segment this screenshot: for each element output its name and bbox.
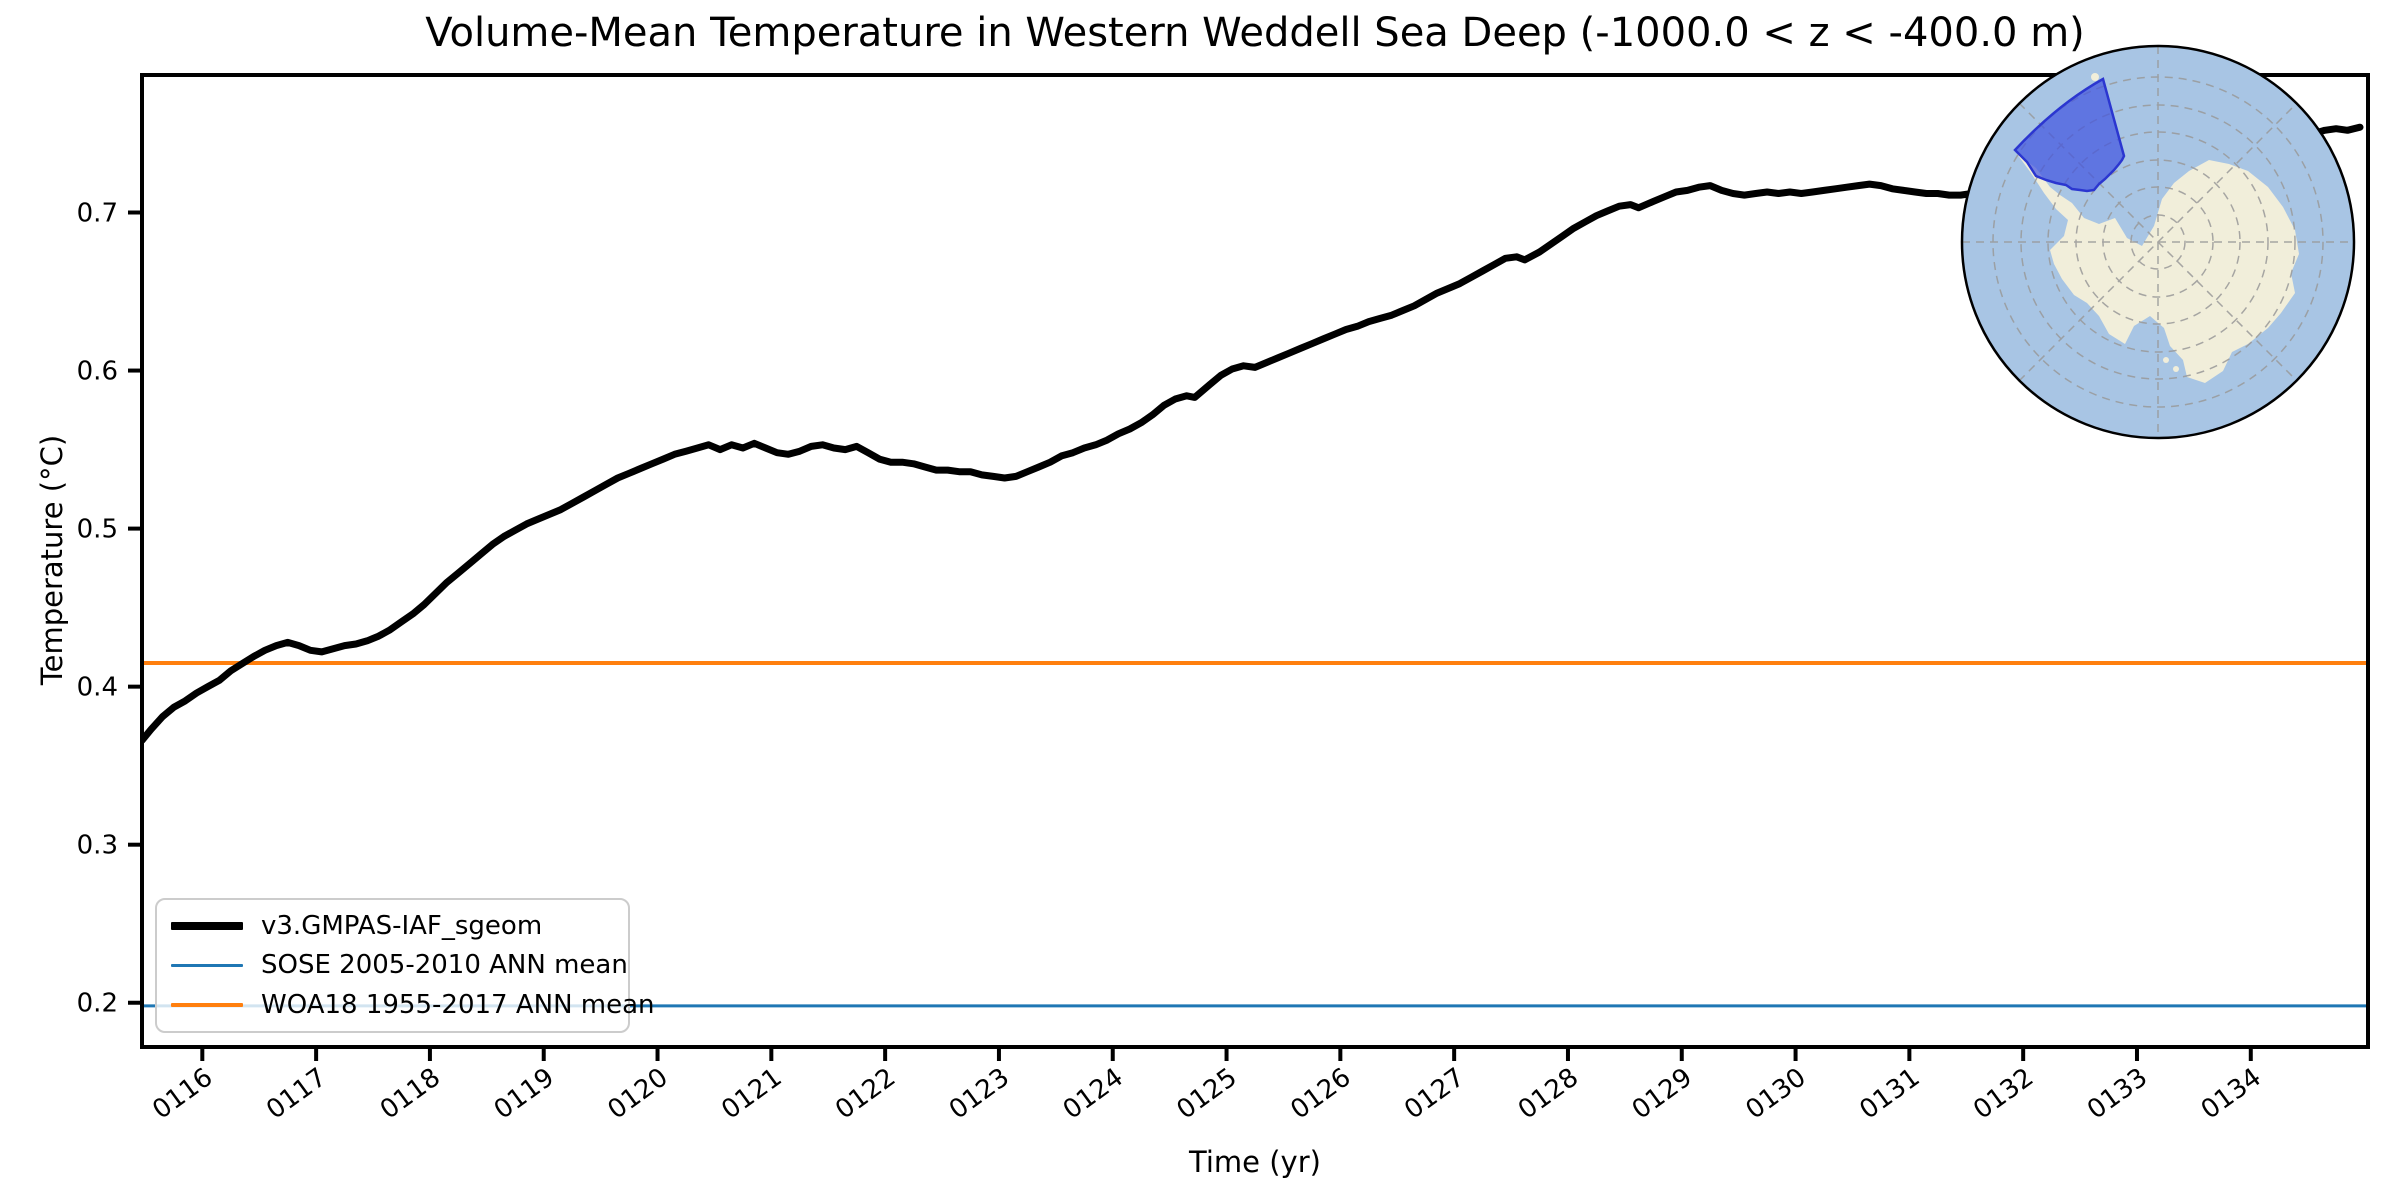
legend-line-swatch-woa18 <box>171 1003 243 1008</box>
chart-title: Volume-Mean Temperature in Western Wedde… <box>425 10 2085 56</box>
legend-line-swatch-model <box>171 921 243 930</box>
island-dot <box>2163 357 2169 363</box>
legend: v3.GMPAS-IAF_sgeom SOSE 2005-2010 ANN me… <box>155 898 655 1033</box>
legend-item: WOA18 1955-2017 ANN mean <box>171 991 655 1020</box>
y-tick-label: 0.4 <box>77 673 118 703</box>
legend-label: SOSE 2005-2010 ANN mean <box>261 950 628 981</box>
x-axis-label: Time (yr) <box>1189 1145 1321 1179</box>
legend-line-swatch-sose <box>171 963 243 967</box>
inset-outline <box>1960 44 2356 440</box>
y-tick-label: 0.3 <box>77 831 118 861</box>
axes-spines <box>140 73 2370 1049</box>
y-tick-label: 0.6 <box>77 357 118 387</box>
legend-item: SOSE 2005-2010 ANN mean <box>171 951 628 980</box>
legend-label: WOA18 1955-2017 ANN mean <box>261 989 655 1020</box>
graticule <box>1963 47 2353 437</box>
weddell-region-highlight <box>2013 77 2126 193</box>
island-dot <box>2173 366 2179 372</box>
legend-label: v3.GMPAS-IAF_sgeom <box>261 910 543 941</box>
island-dot <box>2091 73 2099 81</box>
y-tick-label: 0.5 <box>77 515 118 545</box>
legend-item: v3.GMPAS-IAF_sgeom <box>171 910 614 941</box>
y-tick-label: 0.7 <box>77 199 118 229</box>
y-tick-label: 0.2 <box>77 989 118 1019</box>
model-timeseries-line <box>142 123 2364 744</box>
